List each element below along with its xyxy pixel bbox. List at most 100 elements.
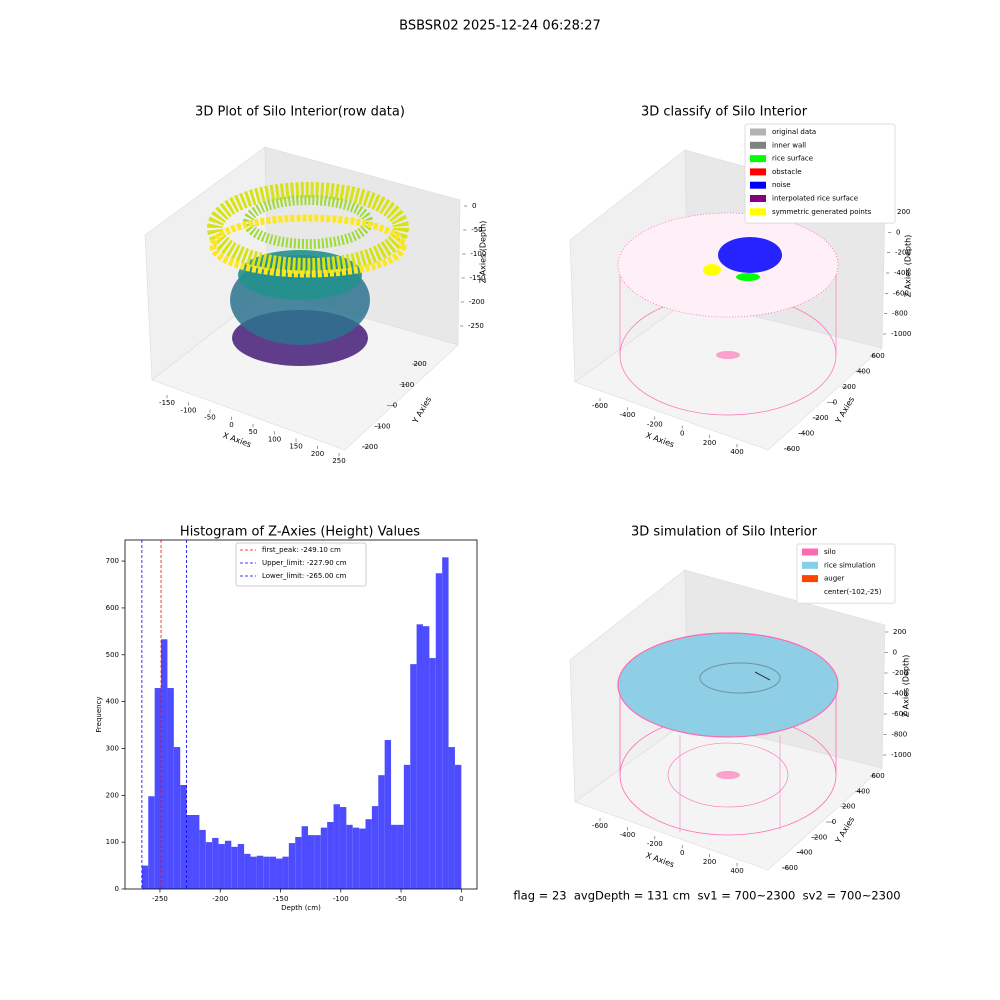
legend-label: rice surface [772, 155, 813, 163]
y-tick-label: 700 [106, 557, 119, 565]
bar [148, 796, 155, 889]
legend-label: obstacle [772, 168, 802, 176]
x-tick-label: -400 [619, 411, 635, 419]
z-tick-label: -1000 [891, 330, 911, 338]
z-tick-label: 200 [897, 208, 910, 216]
legend-swatch [750, 195, 766, 202]
z-tick-label: -200 [469, 298, 485, 306]
y-tick-label: -100 [375, 422, 391, 430]
bar [173, 747, 181, 889]
bar [250, 856, 257, 889]
z-tick-label: -600 [892, 710, 908, 718]
bar [416, 624, 423, 889]
y-tick-label: -400 [797, 849, 813, 857]
x-tick-label: -250 [152, 895, 168, 903]
bar [314, 835, 321, 889]
z-tick-label: -800 [892, 310, 908, 318]
x-tick-label: 100 [268, 435, 281, 443]
z-tick-label: -200 [895, 249, 911, 257]
z-tick-label: 200 [893, 628, 906, 636]
x-tick-label: 400 [730, 448, 743, 456]
z-tick-label: -250 [468, 322, 484, 330]
z-tick-label: -150 [470, 274, 486, 282]
legend-swatch [750, 141, 766, 149]
y-axis-label: Frequency [95, 696, 103, 732]
bar [186, 814, 193, 889]
panel-4-box [569, 569, 886, 871]
x-tick-label: -600 [592, 822, 608, 830]
x-tick-label: -50 [395, 895, 406, 903]
legend-swatch [750, 181, 766, 189]
bar [224, 840, 232, 889]
bar [307, 835, 315, 889]
x-tick-label: 200 [703, 439, 716, 447]
footer-text: flag = 23 avgDepth = 131 cm sv1 = 700~23… [513, 889, 900, 903]
x-tick-label: -600 [592, 402, 608, 410]
x-tick-label: -100 [181, 406, 197, 414]
bar [256, 855, 264, 889]
x-tick-label: -50 [204, 414, 215, 422]
bar [154, 688, 162, 889]
legend-label: silo [824, 548, 836, 556]
bar [384, 740, 392, 889]
bar [339, 807, 347, 889]
legend-label: first_peak: -249.10 cm [262, 546, 341, 554]
plot-frame [124, 539, 478, 890]
bar [410, 664, 417, 889]
z-tick-label: -1000 [891, 751, 911, 759]
z-tick-label: -50 [471, 226, 482, 234]
bar [391, 824, 398, 889]
x-tick-label: 0 [229, 421, 233, 429]
legend-label: Lower_limit: -265.00 cm [262, 572, 347, 580]
legend-label: inner wall [772, 141, 806, 149]
bar [435, 573, 443, 889]
bar [397, 824, 404, 889]
bar [199, 829, 206, 889]
legend-box [796, 543, 896, 604]
y-tick-label: -600 [784, 445, 800, 453]
y-tick-label: 200 [843, 383, 856, 391]
x-tick-label: 0 [680, 430, 684, 438]
bar [237, 844, 245, 889]
z-tick-label: -600 [893, 289, 909, 297]
x-tick-label: 250 [332, 457, 345, 465]
x-tick-label: 0 [680, 849, 684, 857]
bar [212, 837, 219, 889]
z-axis-label: Z Axies (Depth) [904, 235, 913, 298]
bar [295, 837, 302, 889]
x-tick-label: 200 [311, 450, 324, 458]
chart-title: 3D simulation of Silo Interior [631, 525, 818, 540]
legend-box [235, 542, 367, 587]
bar [218, 844, 225, 889]
bar [192, 814, 200, 889]
y-tick-label: 0 [393, 402, 397, 410]
figure-title: BSBSR02 2025-12-24 06:28:27 [399, 19, 601, 34]
bar [263, 856, 270, 889]
bar [333, 804, 340, 889]
y-tick-label: 200 [106, 791, 119, 799]
bar [167, 688, 174, 889]
panel-1-box [144, 146, 461, 451]
z-tick-label: 0 [896, 228, 900, 236]
legend-swatch [750, 128, 766, 136]
y-tick-label: -200 [811, 833, 827, 841]
y-tick-label: -600 [782, 864, 798, 872]
bar [301, 826, 308, 889]
chart-title: 3D Plot of Silo Interior(row data) [195, 105, 405, 120]
y-tick-label: 0 [115, 885, 119, 893]
bar [269, 856, 277, 889]
x-tick-label: 400 [730, 867, 743, 875]
x-tick-label: -200 [647, 420, 663, 428]
legend-label: noise [772, 181, 791, 189]
z-tick-label: -800 [891, 731, 907, 739]
bar [320, 827, 328, 889]
y-tick-label: 300 [106, 744, 119, 752]
legend-label: center(-102,-25) [824, 588, 882, 596]
legend-swatch [750, 168, 766, 176]
bar [378, 775, 385, 889]
y-tick-label: -400 [798, 430, 814, 438]
z-axis-label: Z Axies (Depth) [479, 221, 488, 284]
y-tick-label: 200 [842, 803, 855, 811]
bar [448, 747, 455, 889]
